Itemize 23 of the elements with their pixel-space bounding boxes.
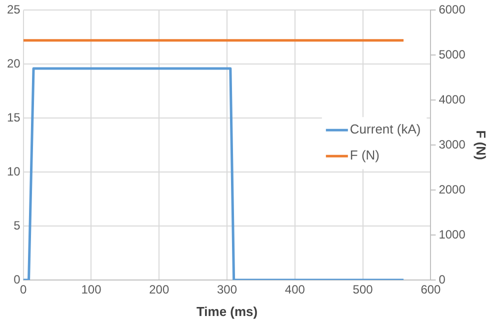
legend-label: Current (kA): [350, 122, 421, 137]
y-tick-label: 25: [6, 2, 21, 17]
x-tick-label: 200: [149, 282, 170, 297]
x-tick-label: 400: [284, 282, 306, 297]
x-tick-label: 300: [217, 282, 238, 297]
x-axis-title: Time (ms): [196, 304, 258, 319]
y2-tick-label: 4000: [438, 92, 466, 106]
x-tick-label: 500: [352, 282, 374, 297]
y-tick-label: 10: [6, 164, 21, 178]
y2-tick-label: 1000: [438, 227, 466, 242]
y-tick-label: 20: [6, 56, 21, 70]
y2-tick-label: 6000: [438, 2, 466, 17]
x-tick-label: 100: [81, 282, 102, 297]
y-tick-label: 0: [14, 272, 21, 286]
legend-label: F (N): [350, 148, 380, 163]
y2-tick-label: 0: [438, 272, 446, 286]
y2-tick-label: 5000: [438, 47, 466, 62]
y2-axis-title: F (N): [474, 130, 489, 160]
x-tick-label: 600: [420, 282, 442, 297]
y2-tick-label: 3000: [438, 137, 466, 152]
y-tick-label: 15: [6, 110, 21, 124]
y-tick-label: 5: [14, 218, 21, 232]
y2-tick-label: 2000: [438, 182, 466, 196]
